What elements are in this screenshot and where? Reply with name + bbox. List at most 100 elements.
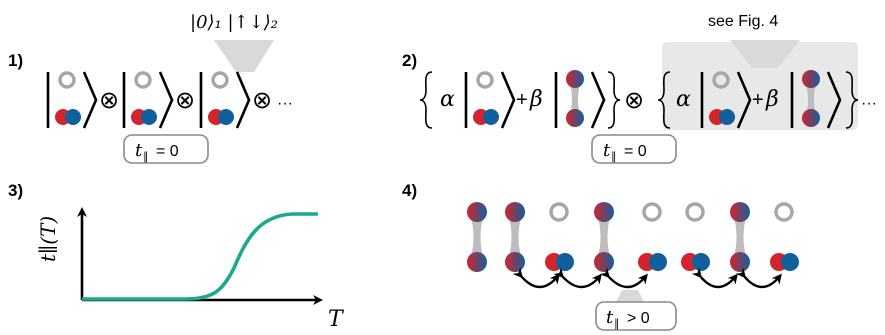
empty-site-icon bbox=[211, 71, 229, 89]
site-3 bbox=[545, 202, 574, 271]
site-5 bbox=[638, 202, 667, 271]
hopping-symbol: t bbox=[603, 140, 611, 161]
beta-coefficient: β bbox=[529, 87, 543, 112]
dimer-top-icon bbox=[802, 70, 820, 88]
hopping-subscript: ∥ bbox=[611, 151, 617, 163]
spin-down-icon bbox=[692, 253, 710, 271]
hopping-box-frame bbox=[595, 301, 677, 331]
dimer-bottom-icon bbox=[594, 252, 614, 272]
alpha-coefficient: α bbox=[440, 87, 455, 112]
ket-angle bbox=[736, 71, 752, 129]
see-fig-callout: see Fig. 4 bbox=[708, 13, 778, 30]
y-axis-label-text: t∥(T) bbox=[36, 216, 60, 262]
panel-2-label: 2) bbox=[402, 51, 417, 70]
plus-sign: + bbox=[752, 89, 764, 111]
spin-down-icon bbox=[556, 253, 574, 271]
dimer-bottom-icon bbox=[566, 109, 584, 127]
dimer-bottom-icon bbox=[730, 252, 750, 272]
y-axis-label: t∥(T) bbox=[36, 216, 60, 262]
callout-funnel bbox=[730, 40, 800, 68]
spin-down-icon bbox=[218, 109, 234, 125]
tensor-symbol: ⊗ bbox=[252, 87, 272, 114]
hopping-box-2: t ∥ = 0 bbox=[591, 134, 677, 164]
panel-2: 2) see Fig. 4 α + β ⊗ α bbox=[402, 13, 877, 164]
dimer-top-icon bbox=[505, 202, 525, 222]
hop-arrow bbox=[512, 267, 560, 289]
ket-1 bbox=[46, 71, 98, 129]
callout-pointer bbox=[615, 290, 645, 304]
hopping-subscript: ∥ bbox=[143, 151, 149, 163]
superposition-1: α + β bbox=[419, 70, 621, 129]
callout-funnel bbox=[214, 40, 274, 72]
hop-arrow bbox=[735, 267, 782, 289]
spin-down-icon bbox=[781, 253, 799, 271]
bond-icon bbox=[569, 80, 581, 118]
panel-1: 1) |0⟩₁ |↑↓⟩₂ ⊗ ⊗ ⊗ bbox=[8, 12, 293, 164]
ket-angle bbox=[500, 71, 516, 129]
dimer-4 bbox=[594, 202, 614, 272]
empty-site-icon bbox=[134, 71, 152, 89]
hopping-box-4: t ∥ > 0 bbox=[595, 301, 677, 331]
dimer-7 bbox=[730, 202, 750, 272]
ket-angle bbox=[590, 71, 606, 129]
spin-down-icon bbox=[141, 109, 157, 125]
dimer-bottom-icon bbox=[802, 109, 820, 127]
ket-angle bbox=[158, 71, 174, 129]
left-brace bbox=[419, 71, 433, 129]
spin-down-icon bbox=[65, 109, 81, 125]
hopping-value: = 0 bbox=[624, 143, 647, 160]
dimer-top-icon bbox=[594, 202, 614, 222]
hopping-box-frame bbox=[123, 134, 209, 164]
dimer-bottom-icon bbox=[467, 252, 487, 272]
ellipsis: ··· bbox=[861, 95, 877, 112]
hopping-subscript: ∥ bbox=[614, 318, 620, 330]
tensor-symbol: ⊗ bbox=[99, 87, 119, 114]
hopping-value: > 0 bbox=[627, 310, 650, 327]
dimer-bottom-icon bbox=[505, 252, 525, 272]
right-brace bbox=[607, 71, 621, 129]
beta-coefficient: β bbox=[765, 87, 779, 112]
site-6 bbox=[681, 202, 710, 271]
spin-down-icon bbox=[719, 109, 735, 125]
empty-site-icon bbox=[774, 202, 794, 222]
spin-down-icon bbox=[483, 109, 499, 125]
empty-site-icon bbox=[58, 71, 76, 89]
superposition-2: α + β bbox=[657, 70, 859, 129]
spin-down-icon bbox=[649, 253, 667, 271]
ket-2 bbox=[122, 71, 174, 129]
empty-site-icon bbox=[549, 202, 569, 222]
site-8 bbox=[770, 202, 799, 271]
panel-1-label: 1) bbox=[8, 51, 23, 70]
dimer-top-icon bbox=[467, 202, 487, 222]
dimer-top-icon bbox=[566, 70, 584, 88]
alpha-coefficient: α bbox=[676, 87, 691, 112]
plus-sign: + bbox=[516, 89, 528, 111]
empty-site-icon bbox=[685, 202, 705, 222]
ellipsis: ··· bbox=[277, 95, 293, 112]
ket-angle bbox=[82, 71, 98, 129]
bond-icon bbox=[470, 214, 484, 260]
dimer-top-icon bbox=[730, 202, 750, 222]
bond-icon bbox=[733, 214, 747, 260]
bond-icon bbox=[805, 80, 817, 118]
empty-site-icon bbox=[712, 71, 730, 89]
panel-3: 3) t∥(T) T bbox=[8, 181, 345, 332]
ket-angle bbox=[826, 71, 842, 129]
ket-3 bbox=[199, 71, 251, 129]
dimer-1 bbox=[467, 202, 487, 272]
hopping-symbol: t bbox=[135, 140, 143, 161]
hopping-box-1: t ∥ = 0 bbox=[123, 134, 209, 164]
empty-site-icon bbox=[642, 202, 662, 222]
bond-icon bbox=[508, 214, 522, 260]
x-axis-label: T bbox=[328, 307, 345, 332]
panel-4: 4) bbox=[402, 181, 799, 331]
right-brace bbox=[845, 71, 859, 129]
hopping-value: = 0 bbox=[156, 143, 179, 160]
hop-arrow bbox=[599, 267, 648, 289]
hopping-curve bbox=[82, 212, 318, 301]
hopping-box-frame bbox=[591, 134, 677, 164]
hopping-symbol: t bbox=[606, 307, 614, 328]
tensor-symbol: ⊗ bbox=[624, 87, 644, 114]
state-annotation: |0⟩₁ |↑↓⟩₂ bbox=[190, 12, 278, 33]
